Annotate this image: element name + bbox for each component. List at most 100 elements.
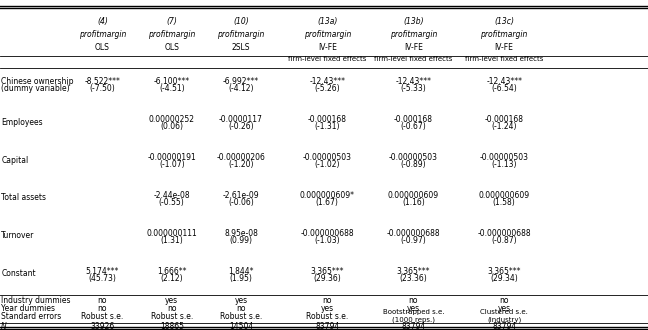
- Text: Constant: Constant: [1, 269, 36, 279]
- Text: (4): (4): [97, 17, 108, 26]
- Text: -0.000168: -0.000168: [308, 115, 347, 124]
- Text: -0.0000117: -0.0000117: [219, 115, 263, 124]
- Text: (10): (10): [233, 17, 249, 26]
- Text: no: no: [237, 304, 246, 313]
- Text: -0.000000688: -0.000000688: [301, 229, 354, 238]
- Text: -0.00000503: -0.00000503: [303, 153, 352, 162]
- Text: Clustered s.e.: Clustered s.e.: [480, 309, 528, 315]
- Text: (1000 reps.): (1000 reps.): [392, 316, 435, 323]
- Text: (0.99): (0.99): [229, 236, 253, 245]
- Text: 0.000000111: 0.000000111: [146, 229, 197, 238]
- Text: no: no: [98, 304, 107, 313]
- Text: (29.34): (29.34): [491, 274, 518, 283]
- Text: (-7.50): (-7.50): [89, 84, 115, 93]
- Text: 18865: 18865: [159, 321, 184, 330]
- Text: Employees: Employees: [1, 117, 43, 127]
- Text: 33926: 33926: [90, 321, 115, 330]
- Text: (29.36): (29.36): [314, 274, 341, 283]
- Text: -8.522***: -8.522***: [84, 77, 121, 86]
- Text: Year dummies: Year dummies: [1, 304, 55, 313]
- Text: Chinese ownership: Chinese ownership: [1, 77, 74, 86]
- Text: no: no: [98, 296, 107, 306]
- Text: firm-level fixed effects: firm-level fixed effects: [288, 56, 366, 62]
- Text: -0.000000688: -0.000000688: [478, 229, 531, 238]
- Text: 0.000000609*: 0.000000609*: [300, 191, 354, 200]
- Text: no: no: [323, 296, 332, 306]
- Text: profitmargin: profitmargin: [303, 30, 351, 39]
- Text: (-1.20): (-1.20): [228, 160, 254, 169]
- Text: (45.73): (45.73): [88, 274, 117, 283]
- Text: (1.31): (1.31): [160, 236, 183, 245]
- Text: (1.95): (1.95): [229, 274, 253, 283]
- Text: (-1.24): (-1.24): [491, 122, 517, 131]
- Text: -12.43***: -12.43***: [486, 77, 522, 86]
- Text: OLS: OLS: [95, 43, 110, 52]
- Text: -2.61e-09: -2.61e-09: [223, 191, 259, 200]
- Text: OLS: OLS: [165, 43, 179, 52]
- Text: -0.00000503: -0.00000503: [389, 153, 438, 162]
- Text: 0.000000609: 0.000000609: [388, 191, 439, 200]
- Text: -0.00000191: -0.00000191: [147, 153, 196, 162]
- Text: (-5.33): (-5.33): [400, 84, 426, 93]
- Text: no: no: [500, 296, 509, 306]
- Text: no: no: [409, 296, 418, 306]
- Text: Industry dummies: Industry dummies: [1, 296, 71, 306]
- Text: profitmargin: profitmargin: [148, 30, 196, 39]
- Text: firm-level fixed effects: firm-level fixed effects: [375, 56, 452, 62]
- Text: IV-FE: IV-FE: [494, 43, 514, 52]
- Text: (-0.89): (-0.89): [400, 160, 426, 169]
- Text: IV-FE: IV-FE: [318, 43, 337, 52]
- Text: 83794: 83794: [492, 321, 516, 330]
- Text: 5.174***: 5.174***: [86, 267, 119, 276]
- Text: Turnover: Turnover: [1, 231, 35, 241]
- Text: Robust s.e.: Robust s.e.: [81, 312, 124, 321]
- Text: firm-level fixed effects: firm-level fixed effects: [465, 56, 543, 62]
- Text: yes: yes: [235, 296, 248, 306]
- Text: (13b): (13b): [403, 17, 424, 26]
- Text: (-0.55): (-0.55): [159, 198, 185, 207]
- Text: IV-FE: IV-FE: [404, 43, 423, 52]
- Text: yes: yes: [321, 304, 334, 313]
- Text: 2SLS: 2SLS: [232, 43, 250, 52]
- Text: profitmargin: profitmargin: [480, 30, 528, 39]
- Text: Standard errors: Standard errors: [1, 312, 62, 321]
- Text: (23.36): (23.36): [400, 274, 427, 283]
- Text: 3.365***: 3.365***: [487, 267, 521, 276]
- Text: (1.16): (1.16): [402, 198, 425, 207]
- Text: 83794: 83794: [401, 321, 426, 330]
- Text: (-4.12): (-4.12): [228, 84, 254, 93]
- Text: Capital: Capital: [1, 155, 29, 165]
- Text: no: no: [167, 304, 176, 313]
- Text: 83794: 83794: [315, 321, 340, 330]
- Text: profitmargin: profitmargin: [217, 30, 265, 39]
- Text: (13c): (13c): [494, 17, 514, 26]
- Text: Robust s.e.: Robust s.e.: [220, 312, 262, 321]
- Text: 3.365***: 3.365***: [397, 267, 430, 276]
- Text: (-1.03): (-1.03): [314, 236, 340, 245]
- Text: (-0.67): (-0.67): [400, 122, 426, 131]
- Text: -0.000000688: -0.000000688: [387, 229, 440, 238]
- Text: Robust s.e.: Robust s.e.: [150, 312, 193, 321]
- Text: 3.365***: 3.365***: [310, 267, 344, 276]
- Text: (-4.51): (-4.51): [159, 84, 185, 93]
- Text: -0.00000503: -0.00000503: [480, 153, 529, 162]
- Text: yes: yes: [498, 304, 511, 313]
- Text: (-1.02): (-1.02): [314, 160, 340, 169]
- Text: 8.95e-08: 8.95e-08: [224, 229, 258, 238]
- Text: (industry): (industry): [487, 316, 521, 323]
- Text: -12.43***: -12.43***: [309, 77, 345, 86]
- Text: (-1.13): (-1.13): [491, 160, 517, 169]
- Text: -0.000168: -0.000168: [485, 115, 524, 124]
- Text: yes: yes: [407, 304, 420, 313]
- Text: (-0.26): (-0.26): [228, 122, 254, 131]
- Text: (0.06): (0.06): [160, 122, 183, 131]
- Text: 0.000000609: 0.000000609: [479, 191, 529, 200]
- Text: (-1.07): (-1.07): [159, 160, 185, 169]
- Text: (1.67): (1.67): [316, 198, 339, 207]
- Text: N: N: [1, 321, 7, 330]
- Text: -6.100***: -6.100***: [154, 77, 190, 86]
- Text: Bootstrapped s.e.: Bootstrapped s.e.: [383, 309, 444, 315]
- Text: -2.44e-08: -2.44e-08: [154, 191, 190, 200]
- Text: (-0.87): (-0.87): [491, 236, 517, 245]
- Text: 1.666**: 1.666**: [157, 267, 187, 276]
